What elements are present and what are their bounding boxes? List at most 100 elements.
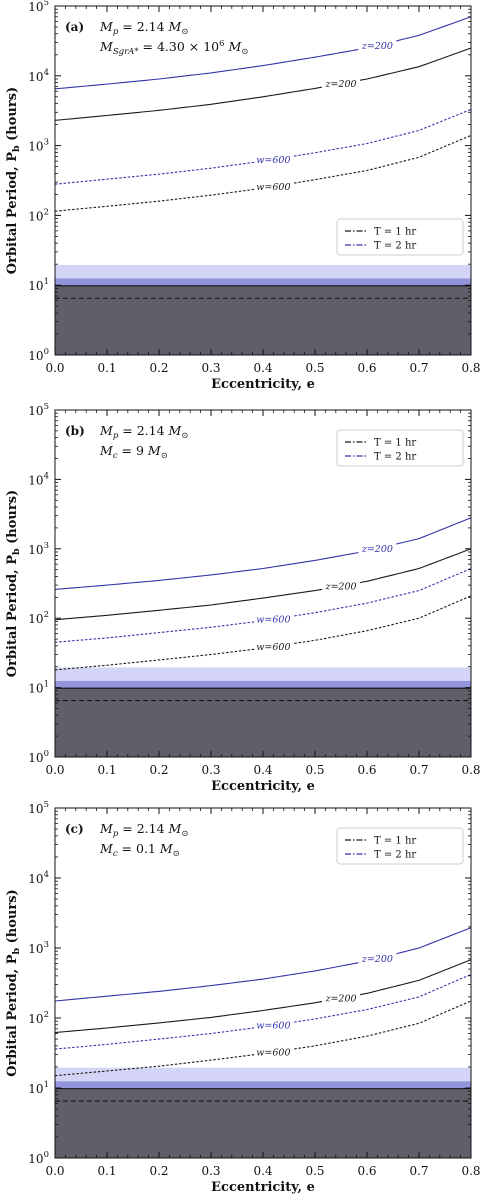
y-axis-label: Orbital Period, Pb (hours) xyxy=(5,889,22,1076)
shaded-band-3 xyxy=(55,1067,471,1082)
x-axis-label: Eccentricity, e xyxy=(211,377,315,392)
x-tick-label: 0.6 xyxy=(357,361,376,375)
shaded-band-1 xyxy=(55,285,471,355)
x-tick-label: 0.8 xyxy=(461,1164,480,1178)
series-line-w=600-1hr xyxy=(55,595,471,671)
panel-2: z=200 z=200 w=600 w=600 100 101 102 103 104 105 0.… xyxy=(5,402,481,794)
legend-label: T = 2 hr xyxy=(374,452,416,463)
panel-1: z=200 z=200 w=600 w=600 100 101 102 103 104 105 0.… xyxy=(5,0,481,392)
series-line-w=600-2hr xyxy=(55,568,471,643)
x-tick-label: 0.7 xyxy=(409,763,428,777)
y-tick-label: 100 xyxy=(28,347,49,363)
shaded-band-2 xyxy=(55,680,471,689)
x-tick-label: 0.2 xyxy=(149,763,168,777)
series-line-w=600-2hr xyxy=(55,973,471,1050)
x-tick-label: 0.4 xyxy=(253,361,272,375)
curve-label-background xyxy=(358,541,397,554)
curve-label-background xyxy=(358,38,397,51)
legend-box xyxy=(336,827,464,865)
y-tick-label: 105 xyxy=(28,0,49,14)
panel-tag: (a) xyxy=(65,20,84,34)
curve-label-background xyxy=(322,578,360,591)
x-tick-label: 0.5 xyxy=(305,763,324,777)
curve-label: z=200 xyxy=(361,954,393,965)
y-tick-label: 104 xyxy=(28,68,49,84)
annotation-2: Mc = 0.1 M⊙ xyxy=(99,841,180,859)
curve-label: z=200 xyxy=(361,41,393,52)
plot-area xyxy=(55,517,471,757)
x-axis-label: Eccentricity, e xyxy=(211,1180,315,1195)
series-line-w=600-2hr xyxy=(55,108,471,185)
shaded-band-2 xyxy=(55,1081,471,1089)
curve-label-background xyxy=(322,991,360,1004)
legend-box xyxy=(336,429,464,467)
curve-label-background xyxy=(254,1018,293,1031)
curve-label-background xyxy=(254,639,293,652)
curve-label: w=600 xyxy=(256,182,290,193)
panel-tag: (c) xyxy=(65,822,84,836)
x-tick-label: 0.5 xyxy=(305,1164,324,1178)
x-tick-label: 0.3 xyxy=(201,361,220,375)
x-tick-label: 0.8 xyxy=(461,361,480,375)
y-tick-label: 102 xyxy=(28,1010,49,1026)
panel-tag: (b) xyxy=(65,424,85,438)
y-axis-label: Orbital Period, Pb (hours) xyxy=(5,490,22,677)
y-tick-label: 101 xyxy=(28,277,49,293)
annotation-1: Mp = 2.14 M⊙ xyxy=(99,19,188,37)
x-tick-label: 0.7 xyxy=(409,361,428,375)
y-tick-label: 100 xyxy=(28,1150,49,1166)
y-axis-label: Orbital Period, Pb (hours) xyxy=(5,87,22,274)
curve-label-background xyxy=(358,951,397,964)
series-line-z=200-2hr xyxy=(55,517,471,590)
y-tick-label: 105 xyxy=(28,800,49,816)
curve-label-background xyxy=(254,612,293,625)
y-tick-label: 103 xyxy=(28,541,49,557)
legend-label: T = 1 hr xyxy=(374,227,416,238)
curve-label: w=600 xyxy=(256,155,290,166)
legend: T = 1 hr T = 2 hr xyxy=(336,827,464,865)
curve-label: z=200 xyxy=(361,544,393,555)
y-tick-label: 104 xyxy=(28,870,49,886)
x-tick-label: 0.3 xyxy=(201,763,220,777)
shaded-band-1 xyxy=(55,688,471,757)
curve-label-background xyxy=(254,152,293,165)
plot-area xyxy=(55,927,471,1158)
x-tick-label: 0.4 xyxy=(253,1164,272,1178)
curve-label: w=600 xyxy=(256,1048,290,1059)
x-tick-label: 0.4 xyxy=(253,763,272,777)
y-tick-label: 104 xyxy=(28,471,49,487)
legend: T = 1 hr T = 2 hr xyxy=(336,429,464,467)
annotation-2: Mc = 9 M⊙ xyxy=(99,443,168,461)
x-tick-label: 0.5 xyxy=(305,361,324,375)
shaded-band-2 xyxy=(55,278,471,286)
curve-label-background xyxy=(254,1045,293,1058)
legend-label: T = 2 hr xyxy=(374,241,416,252)
x-tick-label: 0.6 xyxy=(357,763,376,777)
x-axis-label: Eccentricity, e xyxy=(211,779,315,794)
annotation-1: Mp = 2.14 M⊙ xyxy=(99,821,188,839)
y-tick-label: 101 xyxy=(28,680,49,696)
y-tick-label: 102 xyxy=(28,207,49,223)
legend-label: T = 1 hr xyxy=(374,438,416,449)
x-tick-label: 0.1 xyxy=(97,763,116,777)
annotation-2: MSgrA* = 4.30 × 106 M⊙ xyxy=(99,39,248,57)
y-tick-label: 100 xyxy=(28,749,49,765)
legend-label: T = 2 hr xyxy=(374,850,416,861)
series-line-z=200-1hr xyxy=(55,548,471,621)
shaded-band-3 xyxy=(55,264,471,279)
x-tick-label: 0.0 xyxy=(45,361,64,375)
annotation-1: Mp = 2.14 M⊙ xyxy=(99,423,188,441)
legend-label: T = 1 hr xyxy=(374,836,416,847)
series-line-z=200-1hr xyxy=(55,47,471,121)
x-tick-label: 0.1 xyxy=(97,1164,116,1178)
shaded-band-1 xyxy=(55,1088,471,1158)
curve-label-background xyxy=(254,179,293,192)
x-tick-label: 0.7 xyxy=(409,1164,428,1178)
legend-box xyxy=(336,218,464,256)
y-tick-label: 102 xyxy=(28,610,49,626)
curve-label-background xyxy=(322,76,360,89)
x-tick-label: 0.8 xyxy=(461,763,480,777)
x-tick-label: 0.1 xyxy=(97,361,116,375)
curve-label: w=600 xyxy=(256,642,290,653)
